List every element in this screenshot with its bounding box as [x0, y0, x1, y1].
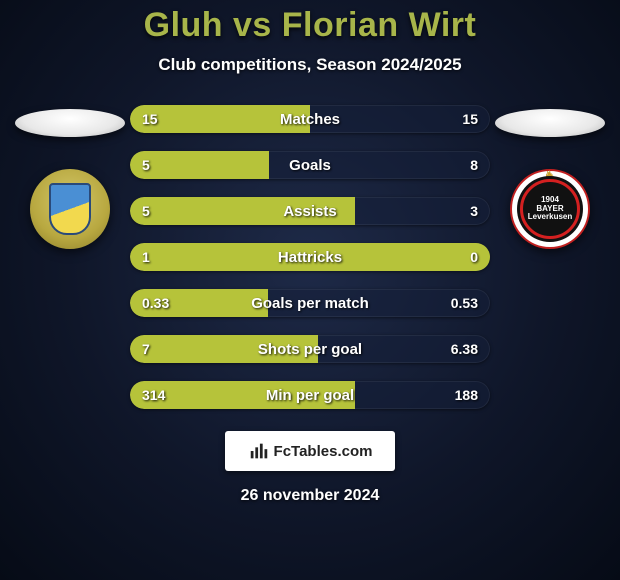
stat-row: 7Shots per goal6.38	[130, 335, 490, 363]
stat-right-value: 0.53	[451, 289, 478, 317]
stat-bar-fill	[130, 243, 490, 271]
subtitle: Club competitions, Season 2024/2025	[158, 55, 461, 75]
crest-city: Leverkusen	[528, 212, 572, 221]
stat-right-value: 15	[462, 105, 478, 133]
right-club-crest: ♞ 1904 BAYER Leverkusen	[510, 169, 590, 249]
stat-bar-fill	[130, 197, 355, 225]
stat-row: 5Goals8	[130, 151, 490, 179]
stat-right-value: 8	[470, 151, 478, 179]
stat-bar-fill	[130, 381, 355, 409]
right-player-avatar	[495, 109, 605, 137]
chart-icon	[248, 440, 270, 462]
page-title: Gluh vs Florian Wirt	[144, 6, 477, 45]
stat-right-value: 188	[455, 381, 478, 409]
stat-row: 0.33Goals per match0.53	[130, 289, 490, 317]
date-label: 26 november 2024	[241, 487, 380, 505]
stat-bar-fill	[130, 289, 268, 317]
stat-row: 1Hattricks0	[130, 243, 490, 271]
stats-area: 15Matches15 5Goals8 5Assists3 1Hattricks0 0.…	[0, 97, 620, 409]
stat-right-value: 3	[470, 197, 478, 225]
stat-bar-fill	[130, 105, 310, 133]
left-player-side	[10, 97, 130, 249]
watermark-badge: FcTables.com	[225, 431, 395, 471]
watermark-text: FcTables.com	[274, 443, 373, 460]
right-player-side: ♞ 1904 BAYER Leverkusen	[490, 97, 610, 249]
stat-rows: 15Matches15 5Goals8 5Assists3 1Hattricks0 0.…	[130, 105, 490, 409]
left-club-crest	[30, 169, 110, 249]
shield-icon	[49, 183, 91, 235]
crest-year: 1904	[541, 195, 559, 204]
stat-row: 15Matches15	[130, 105, 490, 133]
comparison-card: Gluh vs Florian Wirt Club competitions, …	[0, 0, 620, 580]
stat-right-value: 6.38	[451, 335, 478, 363]
stat-bar-fill	[130, 335, 318, 363]
left-player-avatar	[15, 109, 125, 137]
stat-row: 5Assists3	[130, 197, 490, 225]
stat-bar-fill	[130, 151, 269, 179]
stat-row: 314Min per goal188	[130, 381, 490, 409]
